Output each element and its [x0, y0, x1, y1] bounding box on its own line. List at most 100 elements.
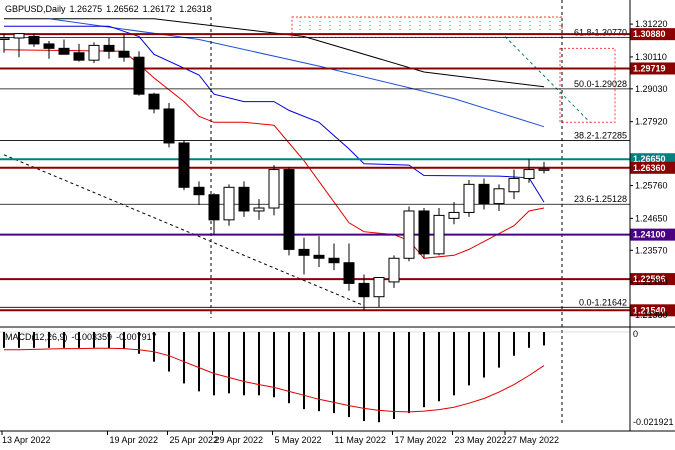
candle[interactable] [418, 208, 430, 259]
bull-candle-body [538, 168, 550, 171]
fib-zone-box-2 [559, 47, 616, 123]
ohlc-open: 1.26275 [70, 4, 103, 14]
bull-candle-body [0, 37, 10, 40]
macd-bottom-label: -0.021921 [633, 417, 674, 427]
price-tick-label: 1.27920 [635, 117, 668, 127]
price-level-box [630, 273, 675, 286]
bear-candle-body [283, 169, 295, 250]
candle[interactable] [253, 199, 265, 220]
candle[interactable] [208, 193, 220, 235]
bull-candle-body [253, 207, 265, 212]
bear-candle-body [178, 142, 190, 188]
candle[interactable] [103, 37, 115, 59]
price-level-label: 1.26360 [633, 163, 666, 173]
candle[interactable] [508, 169, 520, 200]
candle[interactable] [178, 140, 190, 191]
price-level-label: 1.21540 [633, 305, 666, 315]
ohlc-close: 1.26318 [179, 4, 212, 14]
time-tick-label: 11 May 2022 [335, 435, 386, 445]
candle[interactable] [478, 178, 490, 210]
price-tick-label: 1.22490 [635, 277, 668, 287]
candle[interactable] [448, 202, 460, 225]
candle[interactable] [463, 179, 475, 217]
price-level-label: 1.26650 [633, 154, 666, 164]
candle[interactable] [133, 51, 145, 96]
channel-upper-line [4, 25, 545, 203]
price-level-label: 1.24100 [633, 230, 666, 240]
bear-candle-body [478, 183, 490, 205]
macd-header: MACD(12,26,9) -0.003359 -0.007917 [5, 332, 157, 342]
price-level-label: 1.30880 [633, 29, 666, 39]
candle[interactable] [268, 165, 280, 216]
candle[interactable] [148, 92, 160, 114]
candle[interactable] [193, 181, 205, 206]
price-level-box [630, 161, 675, 174]
candle[interactable] [538, 161, 550, 174]
candle[interactable] [388, 255, 400, 288]
candle[interactable] [88, 42, 100, 64]
bull-candle-body [463, 183, 475, 213]
bull-candle-body [433, 214, 445, 255]
candle[interactable] [283, 167, 295, 256]
candle[interactable] [0, 33, 10, 53]
fib-level-label: 0.0-1.21642 [579, 297, 627, 307]
candle[interactable] [13, 32, 25, 58]
bull-candle-body [493, 188, 505, 205]
price-level-box [630, 62, 675, 75]
candle[interactable] [493, 184, 505, 211]
candle[interactable] [28, 33, 40, 47]
fib-level-label: 23.6-1.25128 [574, 194, 627, 204]
bull-candle-body [508, 177, 520, 193]
candle[interactable] [358, 274, 370, 311]
fib-level-label: 61.8-1.30770 [574, 27, 627, 37]
macd-label: MACD(12,26,9) [5, 332, 68, 342]
bear-candle-body [73, 52, 85, 61]
candle[interactable] [163, 103, 175, 148]
candle[interactable] [523, 159, 535, 183]
symbol-label: GBPUSD [5, 4, 44, 14]
candle[interactable] [43, 40, 55, 59]
time-tick-label: 5 May 2022 [275, 435, 322, 445]
candle[interactable] [313, 236, 325, 268]
price-tick-label: 1.30110 [635, 52, 667, 62]
time-tick-label: 17 May 2022 [395, 435, 447, 445]
bear-candle-body [28, 36, 40, 45]
bear-candle-body [43, 43, 55, 49]
candle[interactable] [73, 43, 85, 62]
price-level-label: 1.22596 [633, 274, 666, 284]
candle[interactable] [223, 184, 235, 226]
bear-candle-body [103, 44, 115, 52]
candle[interactable] [433, 208, 445, 256]
candle[interactable] [373, 276, 385, 308]
price-level-label: 1.29719 [633, 63, 666, 73]
candle[interactable] [58, 39, 70, 55]
macd-signal-line [4, 347, 545, 413]
bear-candle-body [238, 186, 250, 212]
candle[interactable] [403, 206, 415, 262]
candle[interactable] [238, 181, 250, 217]
price-tick-label: 1.29030 [635, 84, 668, 94]
price-level-box [630, 228, 675, 241]
trendline [3, 154, 365, 307]
time-tick-label: 29 Apr 2022 [215, 435, 264, 445]
candle[interactable] [328, 243, 340, 271]
levels-layer: 61.8-1.30770 50.0-1.29028 38.2-1.27285 23.6… [0, 27, 675, 317]
macd-signal-value: -0.007917 [116, 332, 157, 342]
bear-candle-body [298, 248, 310, 256]
bull-candle-body [88, 44, 100, 61]
candle[interactable] [343, 243, 355, 291]
bull-candle-body [448, 211, 460, 219]
candle[interactable] [118, 35, 130, 62]
time-tick-label: 25 Apr 2022 [170, 435, 219, 445]
moving-average-line [48, 18, 545, 128]
bull-candle-body [268, 169, 280, 209]
ohlc-low: 1.26172 [143, 4, 176, 14]
candles-layer[interactable] [0, 32, 550, 311]
macd-top-label: 0 [633, 329, 638, 339]
timeframe-label: Daily [46, 4, 67, 14]
macd-layer [0, 326, 675, 423]
candle[interactable] [298, 237, 310, 275]
